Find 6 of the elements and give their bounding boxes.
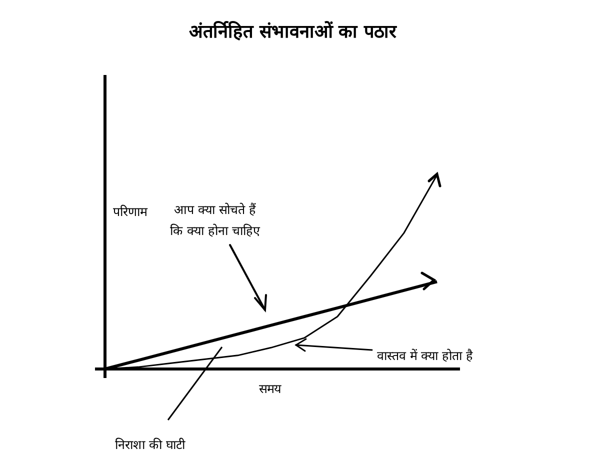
x-axis-title: समय: [259, 381, 282, 396]
chart-title: अंतर्निहित संभावनाओं का पठार: [189, 20, 397, 42]
text: निराशा की घाटी: [115, 437, 186, 452]
annotation: आप क्या सोचते हैं कि क्या होना चाहिए: [170, 202, 261, 238]
annotation: वास्तव में क्या होता है: [377, 348, 473, 363]
y-axis-title: परिणाम: [113, 204, 148, 219]
